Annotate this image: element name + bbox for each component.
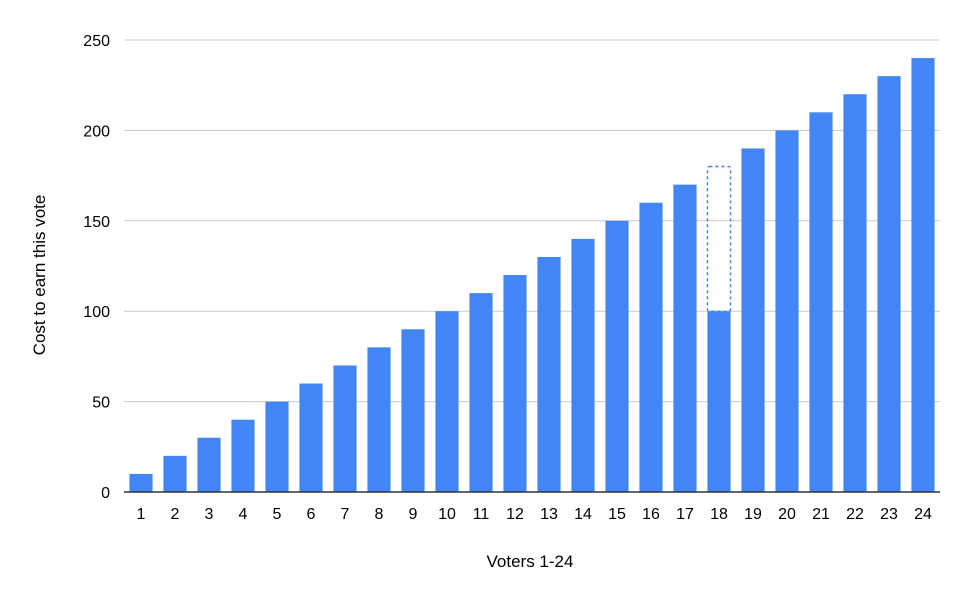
x-tick-label-3: 3 xyxy=(205,506,214,523)
x-tick-label-15: 15 xyxy=(608,506,626,523)
y-tick-label-50: 50 xyxy=(92,395,110,412)
x-tick-label-12: 12 xyxy=(506,506,524,523)
x-tick-label-22: 22 xyxy=(846,506,864,523)
x-tick-label-20: 20 xyxy=(778,506,796,523)
y-axis-tick-labels: 0 50 100 150 200 250 xyxy=(83,33,110,502)
bar-14 xyxy=(571,238,595,492)
bar-10 xyxy=(435,311,459,492)
y-tick-label-0: 0 xyxy=(101,485,110,502)
x-tick-label-13: 13 xyxy=(540,506,558,523)
x-axis-title: Voters 1-24 xyxy=(487,552,574,571)
bar-6 xyxy=(299,383,323,492)
bar-16 xyxy=(639,202,663,492)
dashed-outline-bar-18 xyxy=(706,165,732,312)
bar-15 xyxy=(605,220,629,493)
x-tick-label-23: 23 xyxy=(880,506,898,523)
bar-7 xyxy=(333,365,357,492)
x-tick-label-10: 10 xyxy=(438,506,456,523)
bar-11 xyxy=(469,293,493,492)
x-tick-label-14: 14 xyxy=(574,506,592,523)
bar-21 xyxy=(809,112,833,492)
x-tick-label-9: 9 xyxy=(409,506,418,523)
y-tick-label-100: 100 xyxy=(83,304,110,321)
x-tick-label-16: 16 xyxy=(642,506,660,523)
y-tick-label-150: 150 xyxy=(83,214,110,231)
x-tick-label-6: 6 xyxy=(307,506,316,523)
x-tick-label-21: 21 xyxy=(812,506,830,523)
bar-5 xyxy=(265,401,289,492)
x-tick-label-11: 11 xyxy=(473,506,490,523)
x-tick-label-19: 19 xyxy=(744,506,762,523)
y-tick-label-250: 250 xyxy=(83,33,110,50)
bar-18 xyxy=(707,311,731,492)
gridlines xyxy=(124,39,940,403)
x-tick-label-8: 8 xyxy=(375,506,384,523)
x-axis-tick-labels: 1 2 3 4 5 6 7 8 9 10 11 12 13 14 15 16 17 18 19 20 21 22 23 24 xyxy=(137,506,932,523)
bar-17 xyxy=(673,184,697,492)
bar-2 xyxy=(163,455,187,492)
bar-1 xyxy=(129,473,153,492)
bar-22 xyxy=(843,94,867,493)
x-tick-label-1: 1 xyxy=(137,506,146,523)
x-tick-label-24: 24 xyxy=(914,506,932,523)
x-tick-label-7: 7 xyxy=(341,506,350,523)
x-tick-label-18: 18 xyxy=(710,506,728,523)
x-tick-label-17: 17 xyxy=(676,506,694,523)
x-tick-label-5: 5 xyxy=(273,506,282,523)
y-tick-label-200: 200 xyxy=(83,123,110,140)
bar-12 xyxy=(503,275,527,492)
y-axis-title: Cost to earn this vote xyxy=(30,195,49,356)
bar-8 xyxy=(367,347,391,492)
bar-24 xyxy=(911,58,935,492)
bar-4 xyxy=(231,419,255,492)
bar-23 xyxy=(877,76,901,492)
bar-9 xyxy=(401,329,425,492)
bars xyxy=(129,58,935,493)
x-tick-label-2: 2 xyxy=(171,506,180,523)
bar-19 xyxy=(741,148,765,493)
bar-20 xyxy=(775,130,799,492)
bar-3 xyxy=(197,437,221,492)
bar-13 xyxy=(537,256,561,492)
x-tick-label-4: 4 xyxy=(239,506,248,523)
